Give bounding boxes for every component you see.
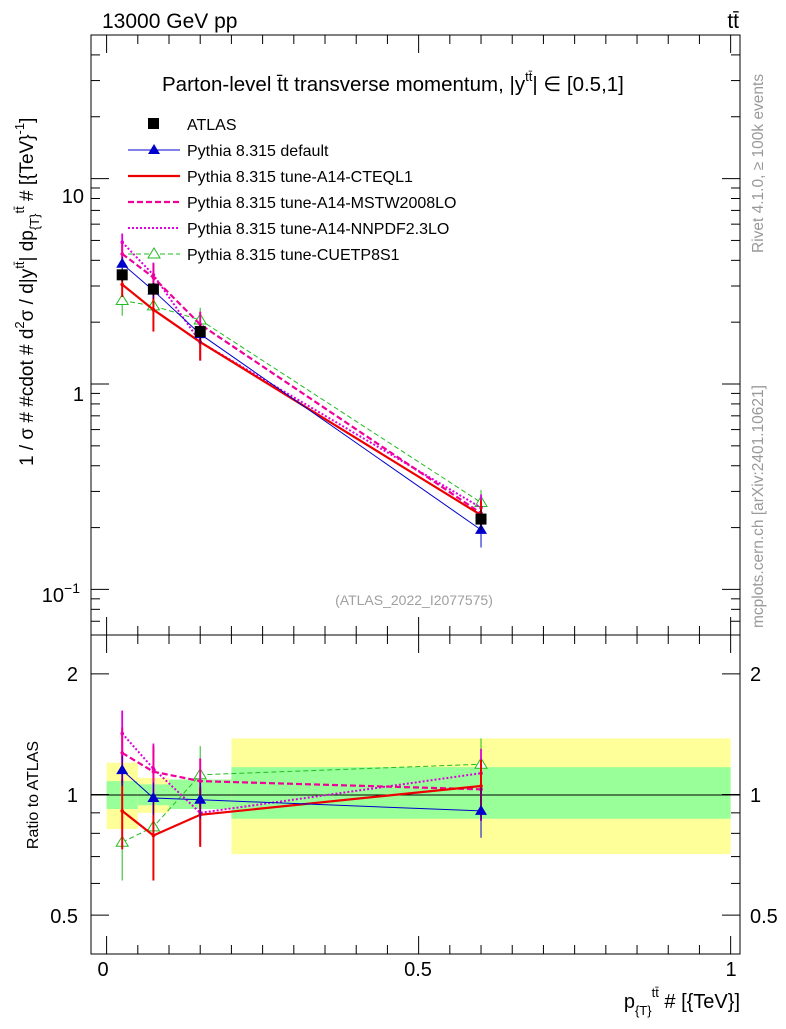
energy-label: 13000 GeV pp	[102, 10, 237, 33]
mcplots-label: mcplots.cern.ch [arXiv:2401.10621]	[750, 385, 767, 628]
ratio-point-default	[194, 793, 207, 804]
legend-label-nnpdf: Pythia 8.315 tune-A14-NNPDF2.3LO	[187, 221, 449, 238]
main-series-nnpdf	[120, 233, 483, 524]
ratio-point-mstw	[198, 779, 203, 783]
ratio-right-tick-label-2: 2	[750, 664, 761, 686]
ratio-line-cuetp	[121, 763, 482, 843]
main-tick-label-10: 10	[62, 186, 84, 208]
process-label: tt̄	[727, 10, 739, 33]
legend-item-cteql1: Pythia 8.315 tune-A14-CTEQL1	[128, 169, 413, 186]
main-tick-label-0-1: 10−1	[42, 580, 80, 607]
ratio-tick-label-1: 1	[67, 785, 78, 807]
legend-label-cuetp: Pythia 8.315 tune-CUETP8S1	[187, 247, 400, 264]
ratio-point-default	[147, 792, 160, 803]
ratio-series-default	[116, 755, 488, 838]
legend-item-nnpdf: Pythia 8.315 tune-A14-NNPDF2.3LO	[128, 221, 449, 238]
x-tick-label-0-5: 0.5	[404, 959, 432, 981]
ratio-series-layer	[115, 710, 488, 881]
reference-label: (ATLAS_2022_I2077575)	[335, 592, 493, 608]
rivet-label: Rivet 4.1.0, ≥ 100k events	[750, 74, 767, 253]
main-panel: 10 1 10−1 Parton-level t̄t transverse mo…	[12, 34, 741, 636]
legend-marker-atlas	[148, 118, 159, 129]
ratio-panel: 2 1 0.5 2 1 0.5 0 0.5 1 Ratio to ATLAS p…	[25, 634, 778, 1018]
ratio-point-cteql1	[120, 809, 125, 813]
legend: ATLAS Pythia 8.315 default Pythia 8.315 …	[128, 117, 456, 264]
ratio-right-tick-label-0-5: 0.5	[750, 906, 778, 928]
legend-label-mstw: Pythia 8.315 tune-A14-MSTW2008LO	[187, 195, 456, 212]
legend-item-atlas: ATLAS	[148, 117, 237, 134]
main-title: Parton-level t̄t transverse momentum, |y…	[162, 69, 624, 96]
ratio-right-tick-label-1: 1	[750, 785, 761, 807]
main-point-data	[116, 269, 128, 281]
main-ylabel: 1 / σ # #cdot # d2σ / d|ytt̄| dp{T}tt̄ #…	[12, 118, 42, 466]
legend-item-mstw: Pythia 8.315 tune-A14-MSTW2008LO	[128, 195, 456, 212]
main-series-data	[116, 268, 487, 530]
main-series-layer	[115, 233, 488, 548]
main-line-mstw	[121, 253, 482, 515]
ratio-point-default	[116, 764, 129, 775]
ratio-point-mstw	[151, 769, 156, 774]
main-point-mstw	[120, 252, 125, 256]
ratio-ylabel: Ratio to ATLAS	[25, 741, 42, 849]
ratio-line-mstw	[121, 751, 482, 791]
x-tick-label-1: 1	[725, 959, 736, 981]
main-line-nnpdf	[121, 241, 482, 509]
ratio-tick-label-0-5: 0.5	[50, 906, 78, 928]
ratio-point-default	[475, 804, 488, 815]
legend-label-atlas: ATLAS	[187, 117, 237, 134]
main-line-default	[121, 263, 482, 531]
ratio-line-cteql1	[121, 784, 482, 837]
main-point-data	[147, 283, 159, 295]
main-point-cteql1	[151, 307, 156, 312]
legend-item-default: Pythia 8.315 default	[128, 143, 329, 160]
ratio-point-cteql1	[151, 833, 156, 838]
ratio-axis-ticks	[91, 635, 740, 955]
legend-label-cteql1: Pythia 8.315 tune-A14-CTEQL1	[187, 169, 413, 186]
main-point-cuetp	[115, 293, 130, 305]
main-point-cteql1	[120, 282, 125, 287]
ratio-tick-label-2: 2	[67, 664, 78, 686]
main-point-mstw	[151, 275, 156, 280]
main-point-data	[194, 326, 206, 338]
main-tick-label-1: 1	[73, 384, 84, 406]
ratio-point-cteql1	[479, 784, 483, 788]
x-axis-label: p{T}tt̄ # [{TeV}]	[624, 985, 740, 1018]
ratio-line-default	[121, 769, 482, 812]
legend-marker-cuetp	[147, 247, 161, 259]
main-point-data	[475, 513, 487, 525]
main-axis-ticks	[91, 34, 740, 636]
x-tick-label-0: 0	[97, 959, 108, 981]
legend-label-default: Pythia 8.315 default	[187, 143, 329, 160]
legend-item-cuetp: Pythia 8.315 tune-CUETP8S1	[128, 247, 400, 264]
main-line-cteql1	[121, 283, 482, 517]
ratio-point-mstw	[120, 751, 125, 755]
main-point-default	[116, 257, 129, 268]
legend-marker-default	[148, 144, 160, 154]
ratio-line-nnpdf	[121, 732, 482, 814]
